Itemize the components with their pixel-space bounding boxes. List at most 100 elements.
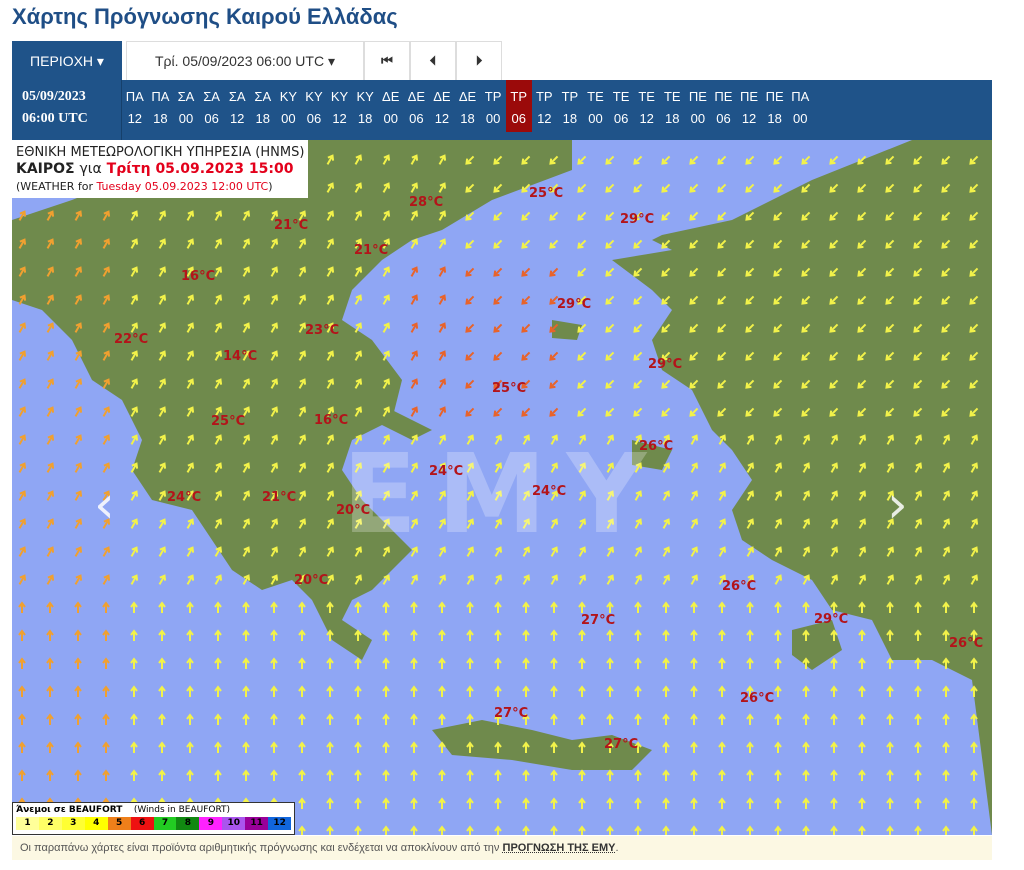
wind-arrow-icon <box>662 462 671 473</box>
wind-arrow-icon <box>746 629 754 641</box>
wind-arrow-icon <box>242 490 251 501</box>
timeline-step[interactable]: ΠΑ 00 <box>787 80 813 132</box>
timeline-step[interactable]: ΚΥ 12 <box>327 80 353 132</box>
wind-arrow-icon <box>382 713 390 725</box>
wind-arrow-icon <box>242 350 251 361</box>
timeline-step[interactable]: ΤΡ 06 <box>505 80 532 132</box>
timeline-step[interactable]: ΠΕ 00 <box>685 80 711 132</box>
temperature-label: 29°C <box>620 212 655 227</box>
timeline-step[interactable]: ΚΥ 06 <box>301 80 327 132</box>
wind-arrow-icon <box>326 266 335 277</box>
timeline-step[interactable]: ΔΕ 06 <box>404 80 430 132</box>
timeline-step[interactable]: ΠΕ 18 <box>762 80 788 132</box>
wind-arrow-icon <box>494 685 502 697</box>
wind-arrow-icon <box>634 546 643 557</box>
wind-arrow-icon <box>102 657 110 669</box>
wind-arrow-icon <box>102 406 111 417</box>
wind-arrow-icon <box>550 713 558 725</box>
wind-arrow-icon <box>718 825 726 835</box>
wind-arrow-icon <box>717 379 727 389</box>
beaufort-level: 5 <box>107 817 131 830</box>
timeline-step[interactable]: ΤΡ 12 <box>532 80 558 132</box>
wind-arrow-icon <box>746 769 754 781</box>
wind-arrow-icon <box>745 155 755 165</box>
wind-arrow-icon <box>158 434 167 445</box>
timeline-step[interactable]: ΤΡ 18 <box>557 80 583 132</box>
step-day: ΤΡ <box>535 89 553 104</box>
wind-arrow-icon <box>913 379 923 389</box>
timeline-step[interactable]: ΤΕ 06 <box>608 80 634 132</box>
wind-arrow-icon <box>606 462 615 473</box>
wind-arrow-icon <box>410 741 418 753</box>
wind-arrow-icon <box>382 434 391 445</box>
agency-name: ΕΘΝΙΚΗ ΜΕΤΕΩΡΟΛΟΓΙΚΗ ΥΠΗΡΕΣΙΑ (HNMS) <box>16 145 305 160</box>
timeline-step[interactable]: ΣΑ 00 <box>173 80 199 132</box>
prev-step-button[interactable]: ⏴ <box>410 41 456 81</box>
timeline-step[interactable]: ΔΕ 00 <box>378 80 404 132</box>
timeline-step[interactable]: ΠΕ 06 <box>711 80 737 132</box>
wind-arrow-icon <box>18 238 27 249</box>
wind-arrow-icon <box>438 769 446 781</box>
wind-arrow-icon <box>885 183 895 193</box>
wind-arrow-icon <box>522 434 531 445</box>
wind-arrow-icon <box>438 406 447 417</box>
step-hour: 18 <box>153 111 168 126</box>
wind-arrow-icon <box>801 183 811 193</box>
step-day: ΚΥ <box>330 89 349 104</box>
wind-arrow-icon <box>326 462 335 473</box>
wind-arrow-icon <box>857 323 867 333</box>
wind-arrow-icon <box>690 797 698 809</box>
prev-map-arrow[interactable]: ‹ <box>94 475 115 535</box>
timeline-step[interactable]: ΤΡ 00 <box>480 80 506 132</box>
wind-arrow-icon <box>550 657 558 669</box>
step-hour: 12 <box>127 111 143 126</box>
wind-arrow-icon <box>74 294 83 305</box>
region-dropdown[interactable]: ΠΕΡΙΟΧΗ ▾ <box>12 41 122 81</box>
wind-arrow-icon <box>298 210 307 221</box>
next-step-button[interactable]: ⏵ <box>456 41 502 81</box>
next-map-arrow[interactable]: › <box>887 475 908 535</box>
emy-forecast-link[interactable]: ΠΡΟΓΝΩΣΗ ΤΗΣ ΕΜΥ <box>502 842 616 854</box>
wind-arrow-icon <box>941 239 951 249</box>
timeline-step[interactable]: ΣΑ 06 <box>199 80 225 132</box>
wind-arrow-icon <box>466 490 475 501</box>
wind-arrow-icon <box>717 295 727 305</box>
step-hour: 18 <box>255 111 270 126</box>
first-step-button[interactable]: ⏮ <box>364 41 410 81</box>
wind-arrow-icon <box>326 154 335 165</box>
wind-arrow-icon <box>690 769 698 781</box>
wind-arrow-icon <box>970 434 979 445</box>
wind-arrow-icon <box>102 434 111 445</box>
wind-arrow-icon <box>858 462 867 473</box>
wind-arrow-icon <box>886 629 894 641</box>
wind-arrow-icon <box>242 769 250 781</box>
wind-arrow-icon <box>326 490 335 501</box>
wind-arrow-icon <box>270 322 279 333</box>
timeline-step[interactable]: ΚΥ 00 <box>276 80 302 132</box>
timeline-step[interactable]: ΠΕ 12 <box>736 80 762 132</box>
temperature-label: 16°C <box>181 269 216 284</box>
wind-arrow-icon <box>298 574 307 585</box>
wind-arrow-icon <box>130 322 139 333</box>
timeline-step[interactable]: ΔΕ 12 <box>429 80 455 132</box>
timeline-step[interactable]: ΠΑ 12 <box>122 80 148 132</box>
timeline-step[interactable]: ΤΕ 12 <box>634 80 660 132</box>
wind-arrow-icon <box>885 211 895 221</box>
wind-arrow-icon <box>858 434 867 445</box>
wind-arrow-icon <box>885 379 895 389</box>
timeline-step[interactable]: ΠΑ 18 <box>148 80 174 132</box>
wind-arrow-icon <box>830 741 838 753</box>
wind-arrow-icon <box>633 239 643 249</box>
timeline-step[interactable]: ΔΕ 18 <box>455 80 481 132</box>
wind-arrow-icon <box>942 434 951 445</box>
timeline-step[interactable]: ΚΥ 18 <box>352 80 378 132</box>
wind-arrow-icon <box>18 378 27 389</box>
timeline-step[interactable]: ΤΕ 00 <box>583 80 609 132</box>
wind-arrow-icon <box>858 825 866 835</box>
timeline-step[interactable]: ΣΑ 12 <box>224 80 250 132</box>
timeline-step[interactable]: ΤΕ 18 <box>659 80 685 132</box>
timeline-step[interactable]: ΣΑ 18 <box>250 80 276 132</box>
wind-arrow-icon <box>46 629 54 641</box>
temperature-label: 25°C <box>492 381 527 396</box>
date-dropdown[interactable]: Τρί. 05/09/2023 06:00 UTC ▾ <box>126 41 364 81</box>
